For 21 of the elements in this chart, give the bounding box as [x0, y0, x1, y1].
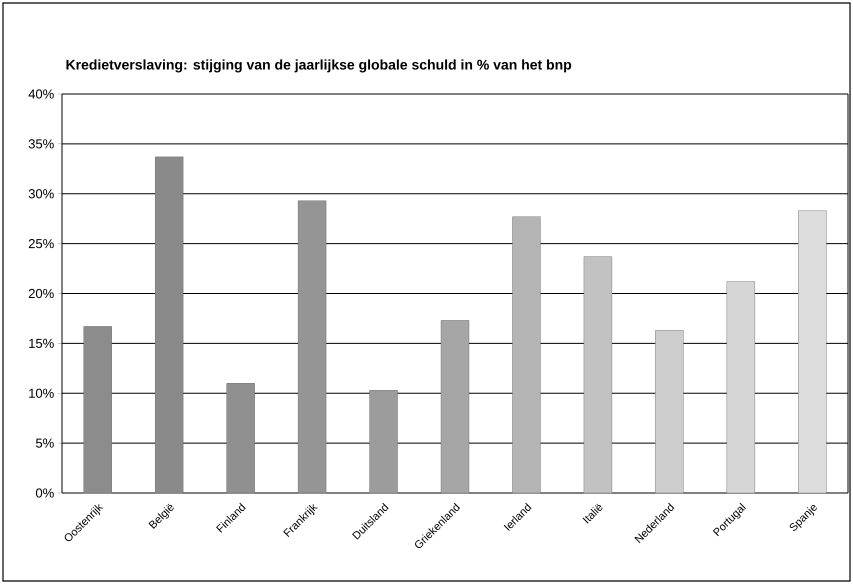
bar — [584, 256, 612, 494]
bar — [226, 383, 255, 494]
y-tick-label: 20% — [28, 288, 54, 298]
bar — [84, 326, 112, 494]
y-tick-label: 25% — [28, 239, 54, 248]
y-tick-label: 40% — [28, 89, 54, 99]
y-tick-label: 5% — [36, 438, 54, 448]
bar — [298, 200, 326, 494]
y-tick-label: 35% — [28, 139, 54, 148]
bar — [726, 281, 756, 494]
bar — [655, 330, 684, 494]
y-tick-label: 30% — [28, 189, 54, 198]
chart-title: Kredietverslaving: stijging van de jaarlijkse globale schuld in % van het bnp — [66, 59, 572, 72]
bar — [798, 210, 826, 494]
y-tick-label: 0% — [36, 488, 54, 498]
bar — [154, 156, 184, 494]
bar — [440, 320, 470, 494]
bar — [369, 390, 398, 494]
y-tick-label: 10% — [29, 388, 54, 398]
y-tick-label: 15% — [29, 338, 54, 348]
bar — [512, 216, 541, 494]
